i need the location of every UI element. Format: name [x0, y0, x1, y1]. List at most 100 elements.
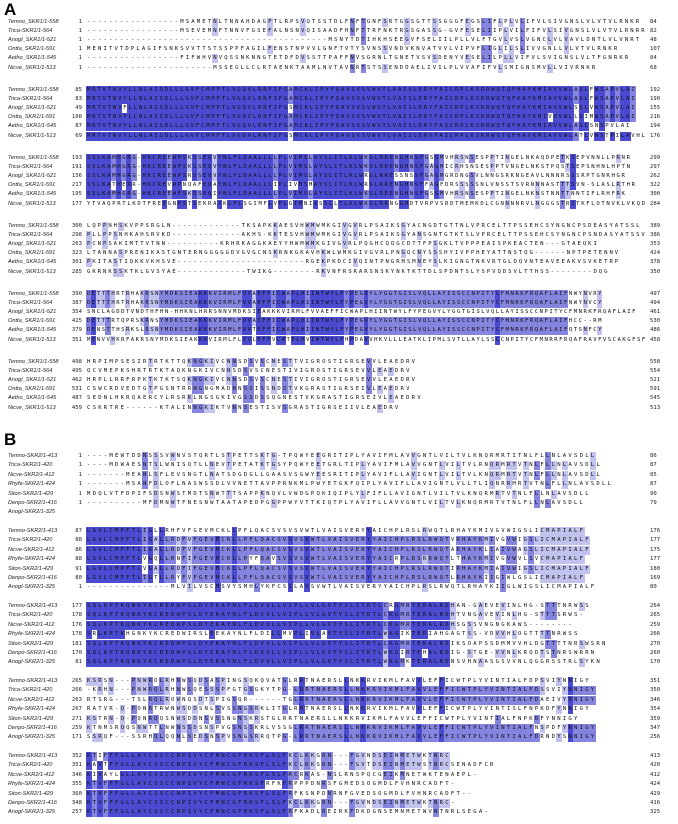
conservation-cell	[191, 190, 198, 200]
conservation-cell	[407, 86, 413, 95]
conservation-cell	[212, 154, 218, 163]
conservation-cell	[214, 583, 221, 593]
conservation-cell	[444, 536, 451, 546]
conservation-cell	[352, 258, 359, 268]
conservation-cell	[259, 602, 266, 611]
alignment-block: Temno_SKR1/1-558 390 DETTTHRTRHAKRSNYMDKSI…	[8, 290, 676, 347]
conservation-cell	[456, 326, 462, 336]
sequence-residues: LGVLCMPFTLIGALLRDFVFGEVMCKLLPFLQACSVSVSV…	[86, 545, 646, 555]
conservation-cell	[270, 452, 277, 461]
conservation-cell	[116, 163, 122, 173]
conservation-cell	[242, 536, 249, 546]
conservation-cell	[282, 536, 288, 546]
conservation-cell	[267, 181, 273, 191]
conservation-cell	[338, 199, 344, 209]
conservation-cell	[267, 122, 273, 132]
conservation-cell	[433, 86, 439, 95]
conservation-cell	[354, 545, 361, 555]
conservation-cell	[189, 113, 196, 123]
conservation-cell	[314, 335, 320, 345]
conservation-cell	[111, 95, 118, 105]
sequence-residues: MDQLVTFDPIFSDSNWSTMDTSNWTTTSAPPKNQVLVWDG…	[86, 489, 646, 499]
conservation-cell	[514, 299, 520, 309]
sequence-text: LTANNASPRENIKASTGNTERNGGGGGDVGVGCNSKRNKG…	[87, 250, 621, 257]
conservation-cell	[91, 574, 98, 583]
conservation-cell	[545, 452, 551, 461]
sequence-residues: -----------------------MSSEGLLCLRTAENKTA…	[86, 63, 646, 73]
conservation-cell	[557, 86, 564, 95]
conservation-cell	[454, 113, 460, 123]
conservation-cell	[402, 104, 408, 114]
conservation-cell	[578, 545, 585, 555]
sequence-row: Temno-SKR2/1-413 177 SQLKPTKQNKYKCREDWPSLD…	[8, 602, 676, 611]
start-position: 1	[78, 55, 82, 62]
conservation-cell	[293, 574, 299, 583]
conservation-cell	[537, 104, 543, 114]
conservation-cell	[550, 564, 557, 574]
conservation-cell	[267, 172, 273, 182]
sequence-text: KTIFFFGLLAYCSSCCNPIVYCFMNCGFRKSFLSLFKCLK…	[87, 753, 451, 759]
conservation-cell	[147, 602, 154, 611]
conservation-cell	[202, 190, 208, 200]
conservation-cell	[583, 95, 590, 105]
conservation-cell	[499, 326, 505, 336]
conservation-cell	[246, 86, 253, 95]
conservation-cell	[143, 122, 149, 132]
conservation-cell	[338, 172, 344, 182]
conservation-cell	[139, 299, 145, 309]
conservation-cell	[267, 27, 273, 37]
conservation-cell	[207, 190, 213, 200]
conservation-cell	[354, 555, 361, 565]
conservation-cell	[490, 299, 496, 309]
conservation-cell	[318, 172, 324, 182]
conservation-cell	[272, 113, 279, 123]
conservation-cell	[500, 113, 507, 123]
conservation-cell	[119, 564, 126, 574]
conservation-cell	[562, 545, 568, 555]
conservation-cell	[314, 113, 320, 123]
conservation-cell	[156, 181, 162, 191]
conservation-cell	[170, 564, 176, 574]
conservation-cell	[275, 335, 281, 345]
conservation-cell	[583, 104, 590, 114]
conservation-cell	[446, 317, 452, 327]
conservation-cell	[402, 86, 408, 95]
conservation-cell	[451, 317, 457, 327]
conservation-cell	[272, 131, 279, 141]
conservation-cell	[552, 131, 559, 141]
sequence-row: AnogI_SKR1/1-521 263 PCNPSAKIMTTVTNN------…	[8, 240, 676, 250]
conservation-cell	[236, 122, 242, 132]
conservation-cell	[251, 131, 258, 141]
conservation-cell	[599, 86, 605, 95]
conservation-cell	[183, 299, 189, 309]
conservation-cell	[252, 190, 258, 200]
conservation-cell	[148, 95, 154, 105]
conservation-cell	[615, 181, 621, 191]
conservation-cell	[112, 258, 119, 268]
conservation-cell	[114, 574, 120, 583]
conservation-cell	[91, 104, 97, 114]
conservation-cell	[469, 104, 476, 114]
conservation-cell	[116, 172, 122, 182]
conservation-cell	[489, 480, 495, 490]
conservation-cell	[377, 602, 383, 611]
conservation-cell	[522, 545, 529, 555]
start-position: 87	[75, 123, 82, 130]
conservation-cell	[410, 536, 417, 546]
sequence-residues: DETTTHRTRHAKRSNYMDKSIEAKKKVIRMLFVVAEFFIC…	[86, 299, 646, 309]
conservation-cell	[287, 583, 294, 593]
conservation-cell	[161, 172, 167, 182]
conservation-cell	[469, 86, 476, 95]
panel-a: A Temno_SKR1/1-558 1 -----------------MSAM…	[4, 0, 676, 413]
conservation-cell	[360, 18, 367, 27]
conservation-cell	[130, 536, 137, 546]
conservation-cell	[130, 555, 137, 565]
conservation-cell	[382, 536, 389, 546]
sequence-row: Trica-SKR2/1-420 178 SQLKPTKQNKYKCREDWPSLD…	[8, 611, 676, 621]
conservation-cell	[242, 163, 248, 173]
start-position: 495	[71, 368, 82, 375]
conservation-cell	[584, 545, 591, 555]
end-position: 494	[650, 300, 661, 307]
conservation-cell	[119, 574, 126, 583]
conservation-cell	[366, 131, 372, 141]
